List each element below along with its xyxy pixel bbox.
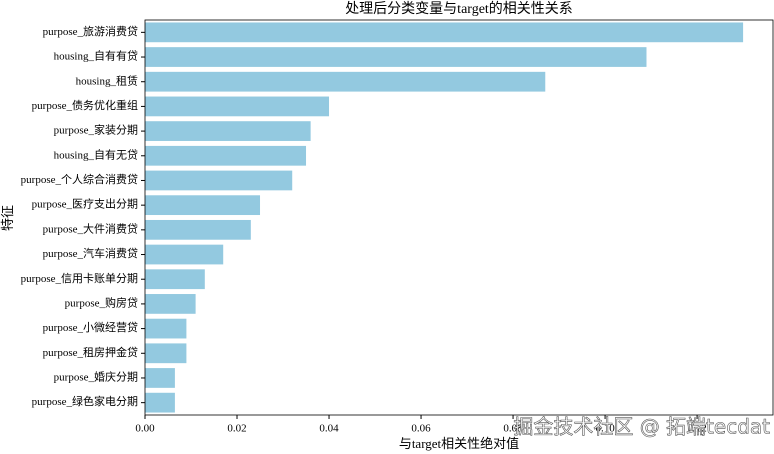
- chart-title: 处理后分类变量与target的相关性关系: [345, 1, 573, 17]
- y-tick-label: purpose_债务优化重组: [32, 98, 138, 112]
- y-tick-label: purpose_家装分期: [54, 123, 138, 137]
- bar: [145, 318, 187, 339]
- bar: [145, 195, 261, 216]
- x-tick-label: 0.12: [687, 423, 706, 435]
- x-axis-label: 与target相关性绝对值: [399, 436, 519, 451]
- y-tick-label: housing_自有有贷: [54, 49, 138, 63]
- bar: [145, 219, 251, 240]
- bar: [145, 71, 546, 92]
- bar: [145, 47, 647, 67]
- x-tick-label: 0.08: [503, 423, 523, 435]
- y-tick-label: purpose_租房押金贷: [43, 345, 138, 359]
- x-tick-label: 0.02: [227, 423, 246, 435]
- y-tick-label: purpose_小微经营贷: [43, 320, 138, 334]
- y-tick-label: purpose_购房贷: [65, 295, 138, 309]
- y-axis-label: 特征: [0, 205, 15, 231]
- y-tick-label: purpose_绿色家电分期: [32, 394, 138, 408]
- y-tick-label: purpose_医疗支出分期: [32, 197, 138, 211]
- plot-frame: [144, 19, 774, 416]
- x-tick-label: 0.10: [595, 423, 615, 435]
- bar: [145, 170, 293, 191]
- bar: [145, 294, 196, 314]
- y-tick-label: purpose_信用卡账单分期: [21, 272, 138, 285]
- y-tick-label: housing_租赁: [76, 73, 138, 87]
- bar: [145, 244, 224, 265]
- bar: [145, 121, 311, 141]
- bar: [145, 269, 205, 290]
- x-tick-label: 0.04: [319, 423, 339, 435]
- x-tick-label: 0.06: [411, 423, 431, 435]
- bar: [145, 368, 175, 388]
- y-tick-label: housing_自有无贷: [54, 147, 138, 161]
- watermark: 掘金技术社区 @ 拓端tecdat: [513, 415, 770, 439]
- y-tick-label: purpose_汽车消费贷: [43, 246, 138, 260]
- y-tick-label: purpose_旅游消费贷: [43, 24, 138, 38]
- bar: [145, 22, 744, 43]
- bar: [145, 145, 307, 166]
- bar: [145, 343, 187, 364]
- x-tick-label: 0.00: [135, 423, 155, 435]
- y-tick-label: purpose_大件消费贷: [43, 221, 138, 235]
- y-tick-label: purpose_婚庆分期: [54, 370, 138, 384]
- bar: [145, 392, 175, 413]
- bar: [145, 96, 330, 117]
- y-tick-label: purpose_个人综合消费贷: [21, 172, 138, 186]
